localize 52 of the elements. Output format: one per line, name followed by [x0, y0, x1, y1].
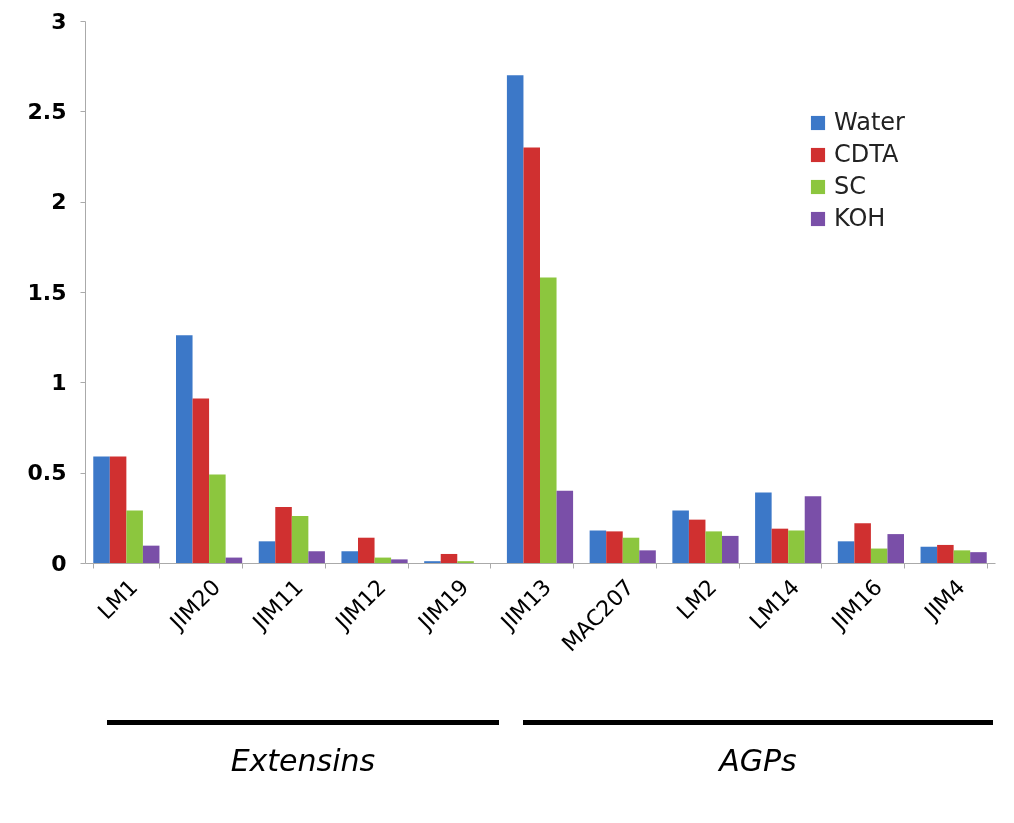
bar [391, 559, 408, 563]
bar [142, 545, 160, 563]
bar [126, 510, 143, 563]
bar [672, 510, 689, 563]
bar [771, 528, 789, 563]
bar [788, 530, 805, 563]
bar [291, 516, 309, 563]
y-tick-label: 2.5 [27, 98, 67, 124]
bar [755, 492, 772, 563]
bar [506, 75, 524, 563]
text: Extensins [229, 743, 377, 778]
bar [705, 531, 722, 563]
bar [440, 553, 458, 563]
bar [854, 523, 871, 563]
bar [341, 551, 358, 563]
bar [804, 496, 822, 563]
legend-label: KOH [834, 204, 886, 232]
bar [93, 456, 110, 563]
bar [688, 519, 706, 563]
bar [358, 537, 375, 563]
bar [275, 506, 292, 563]
y-tick-label: 1 [51, 369, 67, 395]
bar [920, 546, 938, 563]
bar [258, 541, 276, 563]
y-tick-label: 3 [51, 8, 67, 34]
bar [887, 534, 904, 563]
bar [970, 552, 987, 563]
y-tick-label: 0 [51, 550, 67, 576]
legend-label: SC [834, 172, 866, 200]
bar [192, 398, 210, 563]
legend-label: CDTA [834, 140, 900, 168]
bar [523, 147, 540, 563]
y-tick-label: 1.5 [27, 279, 67, 305]
bar [176, 335, 193, 563]
bar [540, 277, 557, 563]
text: AGPs [717, 743, 798, 778]
bar [308, 551, 325, 563]
bar [837, 541, 855, 563]
y-tick-label: 2 [51, 189, 67, 215]
bar [589, 530, 607, 563]
bar [937, 544, 954, 563]
legend-label: Water [834, 108, 906, 136]
bar [109, 456, 127, 563]
bar [209, 474, 226, 563]
bar [622, 537, 640, 563]
bar [606, 531, 623, 563]
bar [556, 490, 574, 563]
bar [870, 548, 888, 563]
bar [953, 550, 971, 563]
y-tick-label: 0.5 [27, 460, 67, 486]
bar [722, 535, 739, 563]
bar [639, 550, 656, 563]
